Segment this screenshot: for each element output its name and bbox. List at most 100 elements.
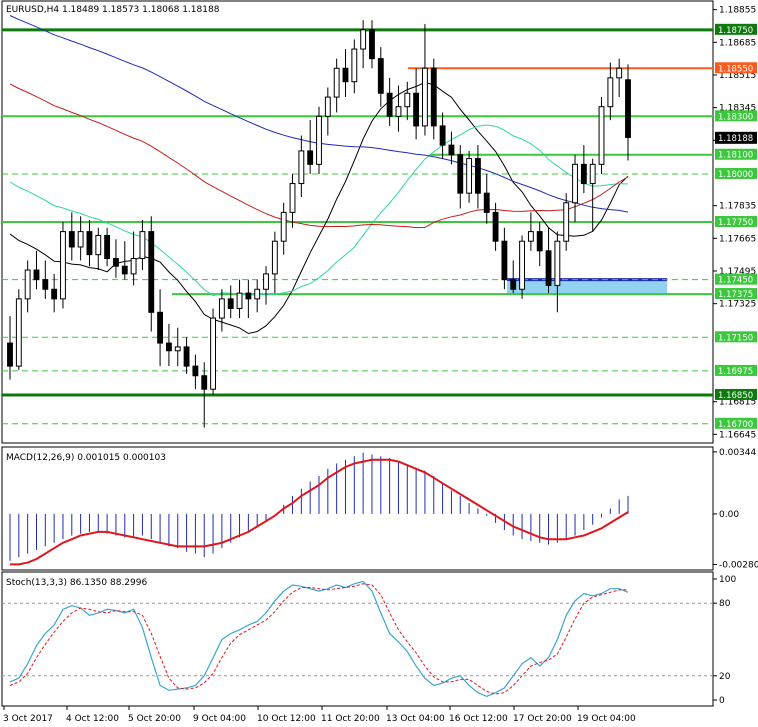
candle xyxy=(474,145,481,209)
candle xyxy=(7,316,13,380)
stoch-tick-label: 0 xyxy=(719,696,725,706)
candle-body xyxy=(60,231,66,300)
candle-body xyxy=(33,269,40,281)
time-label: 5 Oct 20:00 xyxy=(128,714,181,724)
stoch-main-line xyxy=(9,580,629,698)
candle xyxy=(271,231,278,294)
candle xyxy=(157,289,164,367)
candle-body xyxy=(580,163,587,185)
candle xyxy=(580,145,587,194)
candle xyxy=(501,227,508,290)
level-label: 1.18550 xyxy=(718,64,753,74)
candle xyxy=(492,202,499,251)
candle-body xyxy=(466,158,473,194)
candle-body xyxy=(68,231,75,248)
candle xyxy=(589,158,596,232)
candle xyxy=(104,227,111,267)
candle xyxy=(563,193,570,251)
level-label-bg xyxy=(715,273,757,285)
candle-body xyxy=(536,231,543,252)
price-tick-label: 1.18685 xyxy=(719,38,756,48)
price-tick-label: 1.16645 xyxy=(719,430,756,440)
candle-body xyxy=(165,342,172,352)
price-tick-label: 1.17325 xyxy=(719,300,756,310)
symbol-label: EURUSD,H4 1.18489 1.18573 1.18068 1.1818… xyxy=(6,5,220,15)
candle-body xyxy=(201,375,208,390)
candle-body xyxy=(227,298,234,309)
time-label: 17 Oct 20:00 xyxy=(513,714,572,724)
level-label: 1.16850 xyxy=(718,391,753,401)
time-label: 3 Oct 2017 xyxy=(3,714,53,724)
candle-body xyxy=(42,279,49,290)
candle xyxy=(289,173,296,228)
candle-body xyxy=(369,29,375,60)
ma-mid-line xyxy=(9,124,629,297)
level-label: 1.18000 xyxy=(718,170,753,180)
candle-body xyxy=(342,67,349,83)
candle xyxy=(616,58,623,98)
candle xyxy=(466,150,473,203)
level-label: 1.16700 xyxy=(718,420,753,430)
candle xyxy=(33,250,40,290)
candle-body xyxy=(236,292,243,309)
candle xyxy=(307,120,314,174)
candle xyxy=(201,362,208,428)
level-label-bg xyxy=(715,364,757,376)
level-label-bg xyxy=(715,62,757,74)
level-label-bg xyxy=(715,216,757,227)
candle-body xyxy=(245,292,252,300)
candle-body xyxy=(545,250,552,286)
candle xyxy=(607,62,614,121)
candle xyxy=(386,77,393,126)
candle-body xyxy=(139,231,146,260)
macd-tick-label: 0.00 xyxy=(719,510,739,520)
candle-body xyxy=(492,211,499,242)
macd-label: MACD(12,26,9) 0.001015 0.000103 xyxy=(6,453,166,463)
candle xyxy=(598,97,605,174)
price-tick-label: 1.17665 xyxy=(719,234,756,244)
time-label: 13 Oct 04:00 xyxy=(386,714,445,724)
candle-body xyxy=(439,125,446,146)
candle-body xyxy=(598,106,605,165)
current-price-label: 1.18188 xyxy=(718,134,753,144)
candle xyxy=(510,260,517,294)
candle-body xyxy=(607,77,614,108)
current-price-bg xyxy=(715,131,757,144)
candle xyxy=(51,273,58,313)
candle xyxy=(95,227,102,271)
candle xyxy=(68,212,75,261)
candle xyxy=(174,327,181,367)
candle xyxy=(42,260,49,299)
candle-body xyxy=(527,231,534,242)
time-label: 4 Oct 12:00 xyxy=(66,714,119,724)
candle-body xyxy=(192,365,199,377)
level-label-bg xyxy=(715,167,757,179)
level-label: 1.16975 xyxy=(718,367,753,377)
candle xyxy=(236,279,243,319)
candle xyxy=(483,173,490,224)
candle xyxy=(448,131,455,165)
level-label-bg xyxy=(715,331,757,343)
level-label-bg xyxy=(715,417,757,429)
candle xyxy=(183,337,190,374)
candle xyxy=(24,260,31,313)
candle-body xyxy=(86,231,93,256)
candle-body xyxy=(77,231,84,248)
candle-body xyxy=(51,288,58,300)
macd-signal-line xyxy=(10,458,629,566)
level-label: 1.18100 xyxy=(718,151,753,161)
candle xyxy=(351,39,358,94)
candle-body xyxy=(298,150,305,185)
candle xyxy=(254,279,261,313)
candle-body xyxy=(148,231,155,313)
candle-body xyxy=(289,183,296,213)
candle xyxy=(333,58,340,113)
candle xyxy=(86,220,93,267)
stoch-tick-label: 20 xyxy=(719,672,731,682)
level-label-bg xyxy=(715,148,757,160)
candle xyxy=(572,154,578,222)
candle xyxy=(245,279,252,319)
level-label-bg xyxy=(715,110,757,122)
price-tick-label: 1.16815 xyxy=(719,398,756,408)
